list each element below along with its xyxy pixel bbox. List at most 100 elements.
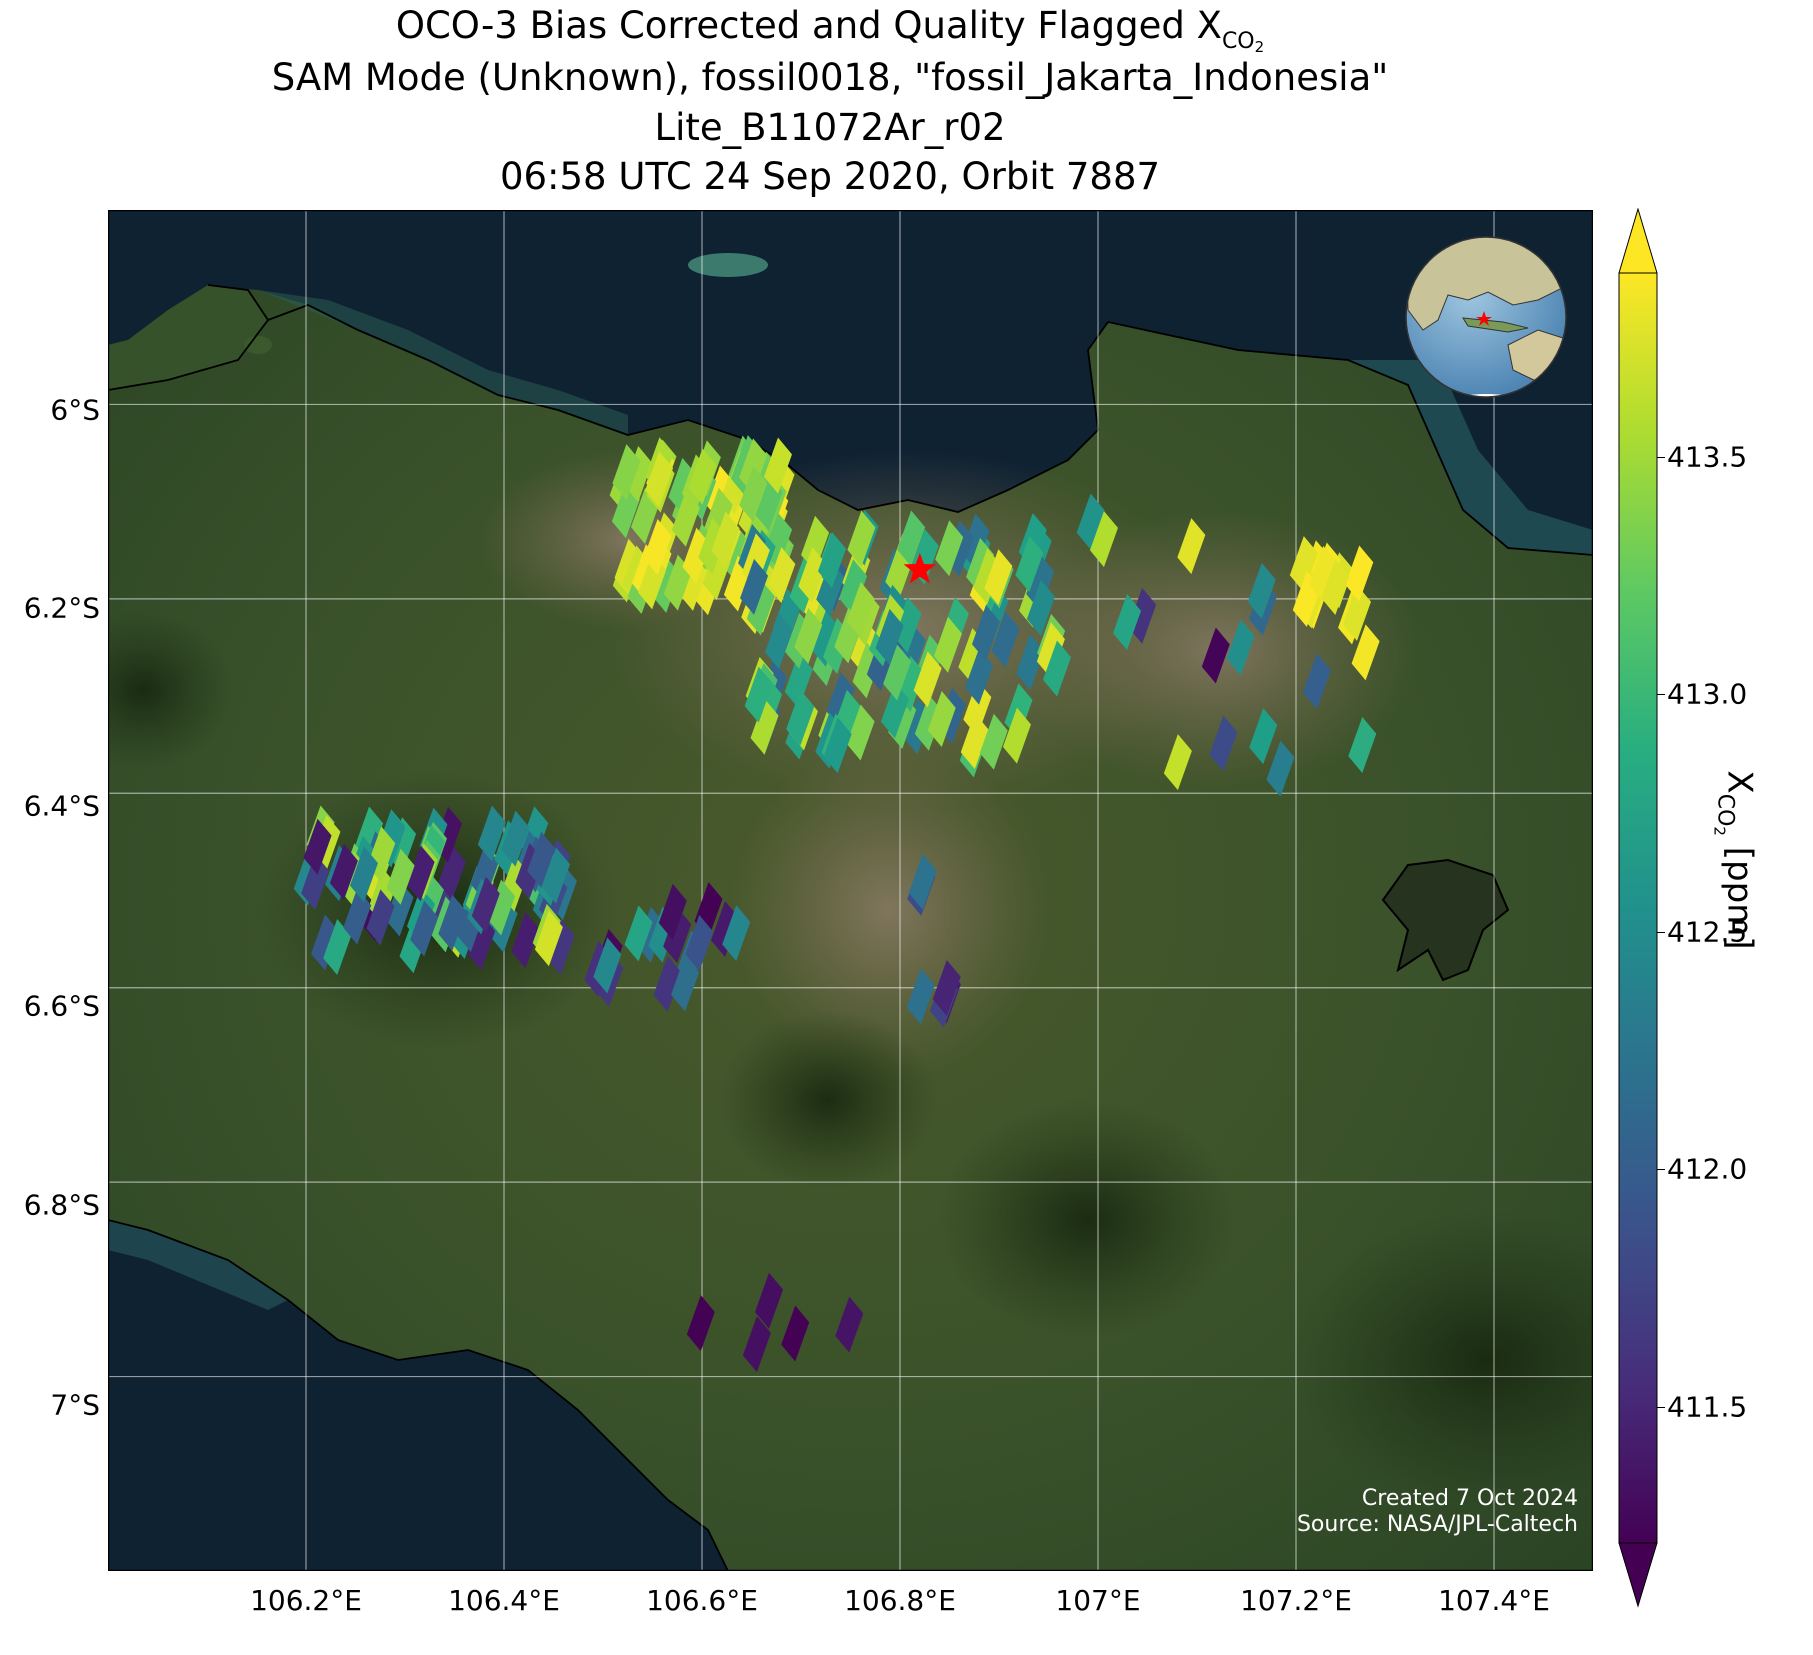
xco2-sounding [645,451,674,508]
xco2-sounding [1016,634,1045,691]
xco2-sounding [1345,545,1374,602]
xco2-sounding [850,618,879,675]
xco2-sounding [742,1316,771,1373]
xco2-sounding [786,689,815,746]
xco2-sounding [823,717,852,774]
xco2-sounding [653,955,682,1012]
xco2-sounding [750,698,779,755]
xco2-sounding [979,713,1008,770]
xco2-sounding [511,912,540,969]
xco2-sounding [323,919,352,976]
xco2-sounding [487,879,516,936]
xco2-sounding [643,519,672,576]
credit-source: Source: NASA/JPL-Caltech [1296,1512,1578,1537]
xco2-sounding [343,888,372,945]
lat-tick: 6.4°S [23,789,100,823]
xco2-sounding [658,883,687,940]
xco2-sounding [794,607,823,664]
xco2-sounding [329,843,358,900]
lat-tick: 6.8°S [23,1188,100,1222]
xco2-sounding [893,596,922,653]
xco2-sounding [1177,518,1206,575]
bay-shallow [108,1220,288,1310]
xco2-sounding [927,691,956,748]
xco2-sounding [908,853,937,910]
reservoir [1381,858,1510,982]
xco2-sounding [961,513,990,570]
lon-tick: 106.6°E [646,1584,758,1617]
xco2-sounding [746,579,775,636]
xco2-sounding [366,889,395,946]
lon-tick: 106.2°E [250,1584,362,1617]
xco2-sounding [763,437,792,494]
xco2-sounding [1201,627,1230,684]
xco2-sounding [1342,584,1371,641]
xco2-sounding [624,446,653,503]
xco2-sounding [1321,558,1350,615]
title-line-4: 06:58 UTC 24 Sep 2020, Orbit 7887 [499,155,1161,198]
credit-created: Created 7 Oct 2024 [1361,1486,1578,1511]
xco2-sounding [963,680,992,737]
xco2-sounding [668,457,697,514]
xco2-sounding [611,482,640,539]
title-line-3: Lite_B11072Ar_r02 [654,106,1006,149]
xco2-sounding [740,558,769,615]
xco2-sounding [801,515,830,572]
xco2-sounding [1351,624,1380,681]
lat-tick: 6.6°S [23,989,100,1023]
xco2-sounding [501,810,530,867]
xco2-sounding [784,652,813,709]
xco2-sounding [471,876,500,933]
xco2-sounding [686,1295,715,1352]
lat-tick: 6.2°S [23,591,100,625]
colorbar-gradient [1618,272,1658,1544]
xco2-sounding [711,901,740,958]
xco2-sounding [1209,715,1238,772]
xco2-sounding [1043,640,1072,697]
xco2-sounding [438,894,467,951]
xco2-sounding [410,900,439,957]
lat-tick: 6°S [50,393,100,427]
xco2-sounding [527,831,556,888]
xco2-sounding [971,605,1000,662]
xco2-sounding [1089,511,1118,568]
volcano-west [108,610,233,770]
xco2-sounding [671,490,700,547]
colorbar-extend-min [1618,1542,1658,1608]
xco2-sounding [880,682,909,739]
xco2-sounding [846,582,875,639]
xco2-sounding [1247,562,1276,619]
xco2-sounding [1309,545,1338,602]
volcano-gede [938,1100,1238,1340]
xco2-sounding [781,1305,810,1362]
xco2-sounding [1226,619,1255,676]
xco2-sounding [1348,716,1377,773]
xco2-sounding [744,666,773,723]
colorbar-tick: 411.5 [1667,1390,1748,1424]
xco2-sounding [301,854,330,911]
map-frame [108,210,1593,1571]
xco2-sounding [755,1272,784,1329]
xco2-sounding [349,846,378,903]
xco2-sounding [386,848,415,905]
south-coastline [108,1219,729,1571]
xco2-sounding [311,914,340,971]
xco2-sounding [1112,594,1141,651]
xco2-sounding [1266,740,1295,797]
north-coastline [108,284,1593,556]
volcano-salak [718,1010,938,1190]
xco2-sounding [913,651,942,708]
xco2-sounding [303,818,332,875]
xco2-sounding [1249,708,1278,765]
xco2-sounding [477,805,506,862]
colorbar-tick: 413.0 [1667,677,1748,711]
xco2-sounding [883,644,912,701]
hills-east [1288,1210,1593,1510]
island-small [244,336,272,354]
xco2-sounding [798,547,827,604]
xco2-sounding [593,937,622,994]
lat-tick: 7°S [50,1388,100,1422]
xco2-sounding [1128,587,1157,644]
xco2-sounding [960,713,989,770]
xco2-sounding [671,955,700,1012]
